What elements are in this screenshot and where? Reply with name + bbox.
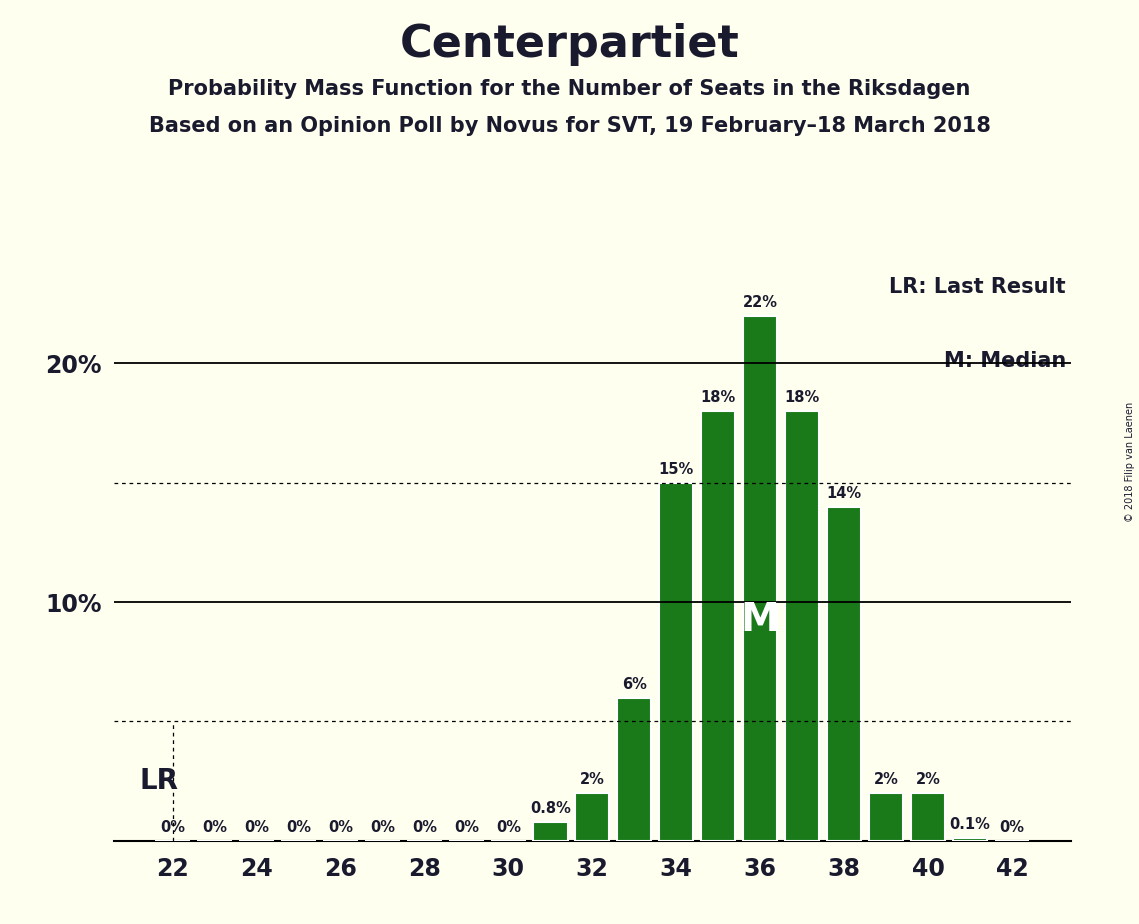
Text: © 2018 Filip van Laenen: © 2018 Filip van Laenen <box>1125 402 1134 522</box>
Text: 2%: 2% <box>874 772 899 787</box>
Text: 0%: 0% <box>328 820 353 835</box>
Text: Based on an Opinion Poll by Novus for SVT, 19 February–18 March 2018: Based on an Opinion Poll by Novus for SV… <box>148 116 991 136</box>
Bar <box>659 483 694 841</box>
Bar <box>533 821 567 841</box>
Bar <box>617 698 652 841</box>
Bar <box>700 411 736 841</box>
Text: 0%: 0% <box>370 820 395 835</box>
Text: LR: LR <box>139 767 178 796</box>
Text: Probability Mass Function for the Number of Seats in the Riksdagen: Probability Mass Function for the Number… <box>169 79 970 99</box>
Bar <box>952 838 988 841</box>
Bar <box>869 793 903 841</box>
Text: 0%: 0% <box>999 820 1024 835</box>
Bar <box>911 793 945 841</box>
Text: 2%: 2% <box>916 772 941 787</box>
Text: LR: Last Result: LR: Last Result <box>890 276 1066 297</box>
Text: 0%: 0% <box>412 820 437 835</box>
Text: 0%: 0% <box>244 820 269 835</box>
Text: 15%: 15% <box>658 462 694 477</box>
Text: M: Median: M: Median <box>943 351 1066 371</box>
Text: 0%: 0% <box>202 820 227 835</box>
Text: Centerpartiet: Centerpartiet <box>400 23 739 67</box>
Text: 18%: 18% <box>785 390 820 406</box>
Text: 14%: 14% <box>827 486 861 501</box>
Bar <box>827 506 861 841</box>
Text: 2%: 2% <box>580 772 605 787</box>
Text: 6%: 6% <box>622 676 647 692</box>
Text: 0%: 0% <box>286 820 311 835</box>
Bar <box>785 411 819 841</box>
Text: 0%: 0% <box>161 820 186 835</box>
Text: 22%: 22% <box>743 295 778 310</box>
Text: 0.8%: 0.8% <box>530 801 571 816</box>
Bar <box>575 793 609 841</box>
Text: M: M <box>740 602 779 639</box>
Bar <box>743 316 777 841</box>
Text: 0%: 0% <box>495 820 521 835</box>
Text: 18%: 18% <box>700 390 736 406</box>
Text: 0.1%: 0.1% <box>950 818 991 833</box>
Text: 0%: 0% <box>453 820 478 835</box>
